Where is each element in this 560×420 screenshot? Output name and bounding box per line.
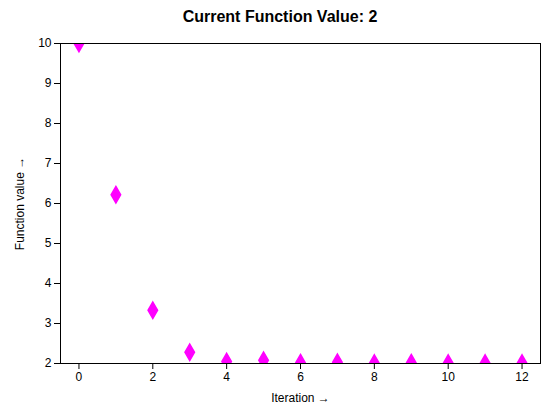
svg-text:12: 12 <box>515 370 529 384</box>
svg-text:8: 8 <box>371 370 378 384</box>
svg-text:Function value →: Function value → <box>13 157 27 250</box>
svg-text:2: 2 <box>149 370 156 384</box>
svg-text:6: 6 <box>297 370 304 384</box>
html-text:Current Function Value: 2: Current Function Value: 2 <box>182 8 378 25</box>
svg-text:6: 6 <box>45 196 52 210</box>
svg-text:4: 4 <box>45 276 52 290</box>
svg-text:Iteration →: Iteration → <box>271 391 330 405</box>
svg-text:7: 7 <box>45 156 52 170</box>
svg-text:4: 4 <box>223 370 230 384</box>
svg-text:0: 0 <box>76 370 83 384</box>
svg-text:9: 9 <box>45 76 52 90</box>
svg-text:2: 2 <box>45 356 52 370</box>
svg-text:8: 8 <box>45 116 52 130</box>
svg-text:5: 5 <box>45 236 52 250</box>
svg-text:10: 10 <box>442 370 456 384</box>
svg-text:10: 10 <box>38 36 52 50</box>
svg-text:3: 3 <box>45 316 52 330</box>
